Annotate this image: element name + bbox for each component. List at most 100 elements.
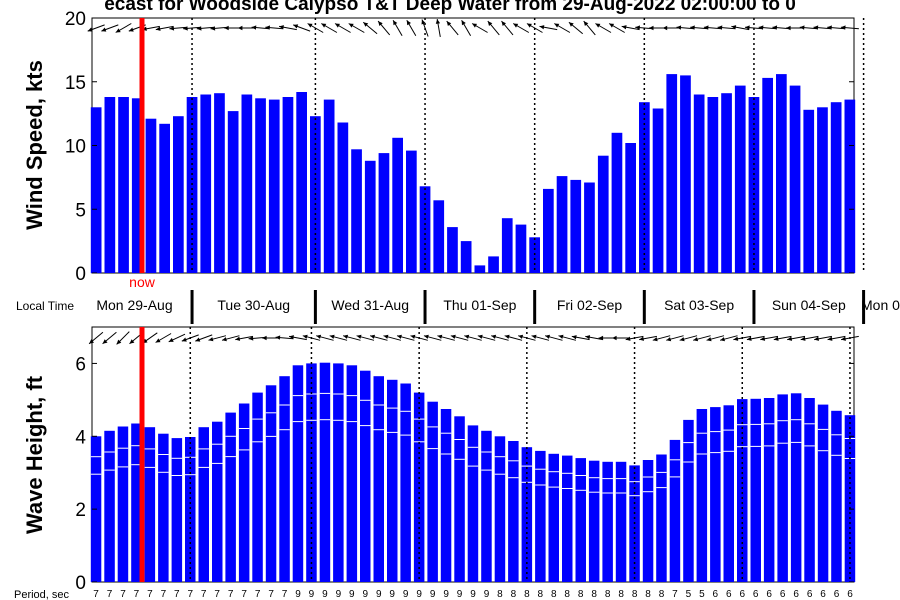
arrow-head	[383, 334, 389, 339]
arrow-head	[639, 336, 644, 341]
day-label-row: Local Time Mon 29-Aug Tue 30-Aug Wed 31-Au…	[16, 274, 900, 324]
period-value: 8	[645, 589, 651, 600]
period-value: 9	[363, 589, 369, 600]
bar	[447, 227, 458, 273]
bar	[575, 458, 586, 582]
bar	[238, 403, 250, 582]
arrow-head	[248, 336, 254, 341]
now-label: now	[129, 274, 156, 290]
bar	[118, 97, 129, 273]
y-tick-label: 2	[75, 500, 86, 521]
period-value: 9	[430, 589, 436, 600]
bar	[763, 398, 775, 582]
period-value: 6	[780, 589, 786, 600]
y-tick-label: 0	[75, 264, 86, 285]
period-value: 9	[389, 589, 395, 600]
bar	[225, 412, 236, 582]
bar	[611, 132, 623, 274]
bar	[241, 94, 253, 273]
bar	[360, 370, 371, 582]
arrow-head	[583, 21, 589, 26]
arrow-head	[472, 23, 477, 28]
period-value: 8	[524, 589, 530, 600]
arrow-head	[370, 334, 375, 339]
arrow-head	[786, 25, 791, 31]
day-label: Mon 0	[861, 297, 900, 313]
arrow-head	[406, 20, 411, 26]
wave-y-axis-ticks: 0 2 4 6	[75, 354, 854, 594]
period-value: 7	[134, 589, 140, 600]
arrow-head	[513, 23, 519, 28]
arrow-head	[275, 335, 281, 340]
arrow-head	[183, 26, 188, 31]
arrow-head	[609, 23, 615, 28]
period-value: 8	[578, 589, 584, 600]
arrow-head	[706, 337, 712, 342]
bar	[292, 365, 304, 583]
y-tick-label: 20	[65, 9, 86, 30]
arrow-head	[491, 334, 497, 339]
bar	[639, 102, 650, 273]
bar	[710, 407, 721, 582]
arrow-head	[758, 25, 764, 30]
arrow-head	[598, 335, 604, 341]
wind-y-axis-ticks: 0 5 10 15 20	[65, 9, 854, 285]
arrow-head	[558, 334, 564, 339]
arrow-head	[181, 337, 187, 342]
arrow-head	[115, 28, 121, 33]
bar	[117, 426, 129, 582]
arrow-head	[703, 25, 709, 30]
arrow-head	[437, 334, 443, 339]
bar	[597, 155, 609, 273]
arrow-head	[293, 24, 299, 29]
arrow-head	[841, 336, 846, 341]
bar	[642, 460, 654, 582]
period-value: 5	[699, 589, 705, 600]
arrow-head	[356, 334, 362, 339]
arrow-head	[329, 334, 335, 339]
arrow-head	[787, 336, 793, 341]
bar	[831, 410, 842, 582]
bar	[817, 404, 829, 582]
bar	[214, 93, 225, 273]
bar	[669, 439, 681, 582]
period-value: 7	[161, 589, 167, 600]
arrow-head	[662, 25, 668, 31]
bar	[104, 430, 115, 582]
bar	[776, 74, 787, 273]
arrow-head	[87, 27, 93, 32]
period-value: 8	[564, 589, 570, 600]
bar	[131, 98, 143, 273]
bar	[570, 179, 582, 273]
period-value: 6	[726, 589, 732, 600]
arrow-head	[652, 337, 658, 342]
arrow-head	[690, 25, 695, 30]
arrow-head	[348, 23, 354, 28]
arrow-head	[635, 25, 640, 30]
bar	[282, 97, 294, 273]
day-label: Thu 01-Sep	[443, 297, 516, 313]
period-value: 7	[241, 589, 247, 600]
day-labels: Mon 29-Aug Tue 30-Aug Wed 31-Aug Thu 01-Sep…	[96, 297, 900, 313]
bar	[693, 94, 705, 273]
period-value: 8	[632, 589, 638, 600]
bar	[515, 224, 527, 273]
period-value: 7	[255, 589, 261, 600]
period-value: 7	[214, 589, 220, 600]
arrow-head	[772, 25, 778, 30]
period-value: 9	[336, 589, 342, 600]
period-value: 7	[120, 589, 126, 600]
arrow-head	[423, 334, 429, 339]
period-value: 6	[713, 589, 719, 600]
bar	[521, 447, 533, 582]
bar	[543, 188, 554, 273]
wind-bars	[90, 74, 856, 274]
bar	[227, 111, 239, 273]
period-value: 9	[484, 589, 490, 600]
period-value: 9	[403, 589, 409, 600]
bar	[494, 436, 506, 582]
arrow-head	[612, 335, 617, 341]
arrow-head	[102, 339, 108, 344]
period-value: 7	[282, 589, 288, 600]
